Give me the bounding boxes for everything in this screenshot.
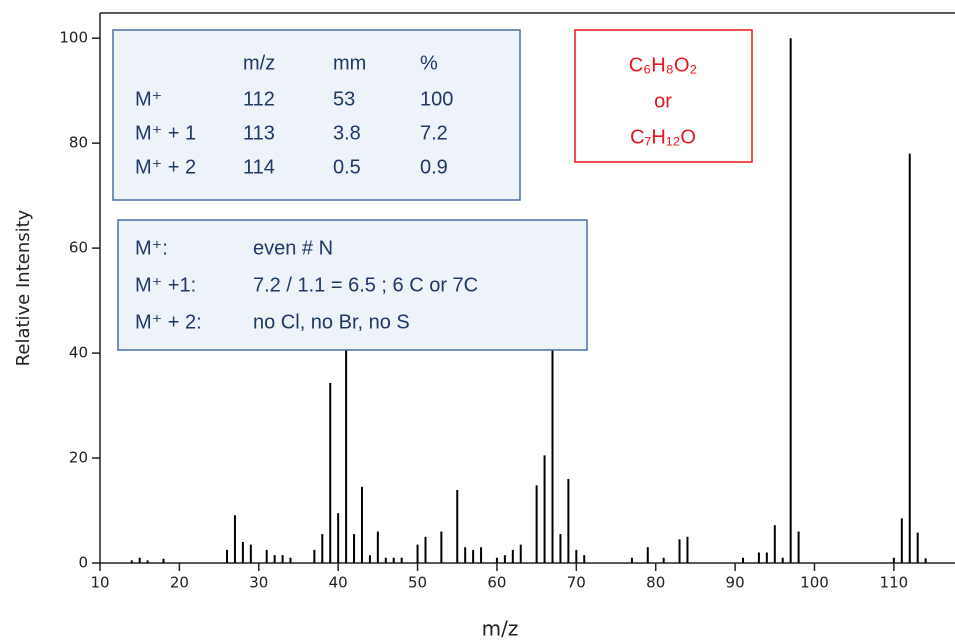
formula-text: C₇H₁₂O: [630, 126, 696, 148]
table-header: %: [420, 52, 438, 74]
table-cell: 112: [243, 88, 275, 110]
x-tick-label: 110: [880, 574, 909, 592]
interpretation-text: M⁺ + 2:: [135, 311, 202, 333]
x-tick-label: 20: [170, 574, 189, 592]
y-tick-label: 0: [78, 554, 88, 572]
y-tick-label: 80: [69, 134, 88, 152]
y-axis-label: Relative Intensity: [13, 209, 34, 366]
isotope-box: [112, 29, 521, 201]
table-cell: M⁺: [135, 88, 162, 110]
table-cell: 53: [333, 88, 355, 110]
y-tick-label: 100: [59, 29, 88, 47]
x-tick-label: 10: [90, 574, 109, 592]
formula-text: C₆H₈O₂: [629, 54, 698, 76]
table-cell: 7.2: [420, 122, 448, 144]
x-tick-label: 100: [800, 574, 829, 592]
x-tick-label: 60: [487, 574, 506, 592]
table-cell: M⁺ + 1: [135, 122, 196, 144]
formula-box: [574, 29, 753, 163]
x-tick-label: 70: [567, 574, 586, 592]
x-tick-label: 50: [408, 574, 427, 592]
table-header: mm: [333, 52, 366, 74]
table-cell: 0.9: [420, 156, 448, 178]
table-cell: 100: [420, 88, 453, 110]
x-tick-label: 40: [329, 574, 348, 592]
table-header: m/z: [243, 52, 275, 74]
interpretation-box: [117, 219, 588, 351]
x-tick-label: 30: [249, 574, 268, 592]
interpretation-text: even # N: [253, 237, 333, 259]
interpretation-text: M⁺ +1:: [135, 274, 196, 296]
table-cell: 114: [243, 156, 275, 178]
table-cell: 113: [243, 122, 275, 144]
y-tick-label: 20: [69, 449, 88, 467]
y-tick-label: 40: [69, 344, 88, 362]
y-tick-label: 60: [69, 239, 88, 257]
interpretation-text: no Cl, no Br, no S: [253, 311, 410, 333]
x-axis-label: m/z: [482, 617, 519, 641]
x-tick-label: 90: [726, 574, 745, 592]
table-cell: 3.8: [333, 122, 361, 144]
interpretation-text: 7.2 / 1.1 = 6.5 ; 6 C or 7C: [253, 274, 478, 296]
table-cell: 0.5: [333, 156, 361, 178]
table-cell: M⁺ + 2: [135, 156, 196, 178]
interpretation-text: M⁺:: [135, 237, 168, 259]
formula-text: or: [654, 90, 672, 112]
x-tick-label: 80: [646, 574, 665, 592]
